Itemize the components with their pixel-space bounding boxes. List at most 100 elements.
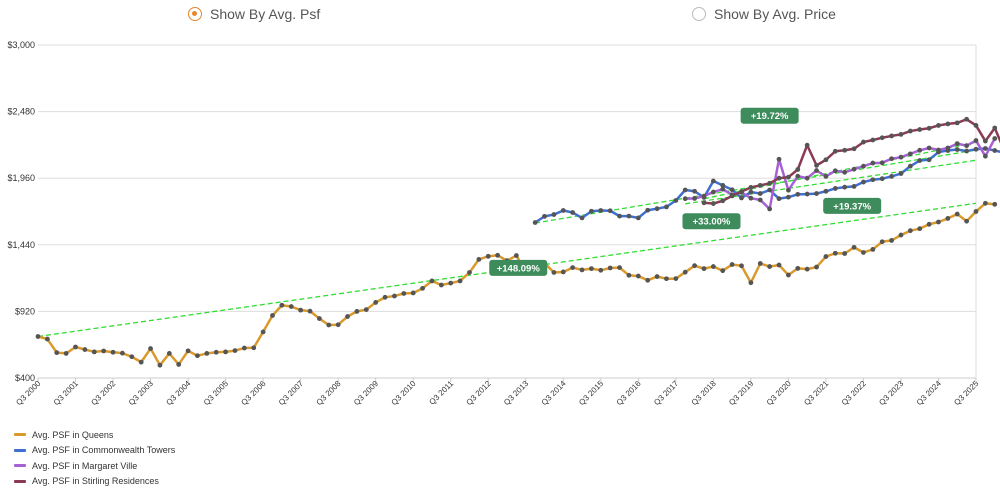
data-point bbox=[917, 158, 923, 163]
data-point bbox=[598, 267, 604, 273]
x-tick-label: Q3 2003 bbox=[127, 379, 155, 407]
data-point bbox=[973, 123, 979, 128]
data-point bbox=[579, 215, 585, 221]
legend-item[interactable]: Avg. PSF in Stirling Residences bbox=[14, 474, 175, 490]
data-point bbox=[307, 308, 313, 314]
data-point bbox=[823, 254, 829, 259]
x-tick-label: Q3 2002 bbox=[89, 379, 117, 407]
data-point bbox=[898, 154, 904, 160]
data-point bbox=[748, 185, 754, 190]
data-point bbox=[626, 272, 632, 278]
data-point bbox=[617, 213, 622, 219]
x-tick-label: Q3 2014 bbox=[540, 379, 568, 407]
data-point bbox=[814, 191, 819, 196]
data-point bbox=[382, 294, 388, 300]
data-point bbox=[710, 189, 716, 195]
show-by-price-option[interactable]: Show By Avg. Price bbox=[692, 6, 836, 22]
data-point bbox=[795, 265, 801, 271]
data-point bbox=[654, 206, 660, 212]
data-point bbox=[692, 263, 697, 269]
data-point bbox=[729, 262, 735, 267]
data-point bbox=[363, 307, 369, 313]
annotation-box bbox=[823, 197, 882, 214]
data-point bbox=[317, 316, 322, 321]
data-point bbox=[326, 322, 332, 328]
show-by-psf-option[interactable]: Show By Avg. Psf bbox=[188, 6, 320, 22]
data-point bbox=[270, 313, 275, 318]
data-point bbox=[842, 147, 848, 153]
annotation-label: +33.00% bbox=[693, 217, 731, 228]
annotation-badge: +19.37% bbox=[823, 197, 882, 214]
annotation-box bbox=[489, 259, 548, 276]
data-point bbox=[767, 264, 773, 269]
data-point bbox=[420, 285, 425, 291]
data-point bbox=[804, 266, 810, 272]
chart-legend: Avg. PSF in Queens Avg. PSF in Commonweal… bbox=[14, 427, 175, 489]
data-point bbox=[917, 226, 923, 232]
data-point bbox=[964, 148, 970, 154]
data-point bbox=[992, 148, 998, 153]
legend-item[interactable]: Avg. PSF in Queens bbox=[14, 427, 175, 443]
x-tick-label: Q3 2013 bbox=[502, 379, 530, 407]
data-point bbox=[748, 195, 754, 201]
data-point bbox=[823, 157, 829, 163]
data-point bbox=[786, 174, 791, 180]
legend-swatch bbox=[14, 479, 26, 483]
data-point bbox=[82, 347, 88, 352]
data-point bbox=[870, 177, 876, 183]
data-point bbox=[936, 219, 941, 225]
data-point bbox=[739, 189, 744, 194]
data-point bbox=[645, 277, 651, 283]
x-tick-label: Q3 2015 bbox=[577, 379, 605, 407]
data-point bbox=[767, 206, 773, 212]
x-tick-label: Q3 2018 bbox=[690, 379, 718, 407]
data-point bbox=[823, 174, 829, 179]
data-point bbox=[776, 262, 782, 268]
data-point bbox=[570, 210, 576, 215]
data-point bbox=[964, 116, 970, 122]
data-point bbox=[607, 208, 613, 214]
data-point bbox=[166, 351, 172, 356]
x-tick-label: Q3 2010 bbox=[390, 379, 418, 407]
data-point bbox=[936, 123, 941, 128]
y-tick-label: $3,000 bbox=[7, 40, 35, 50]
legend-item[interactable]: Avg. PSF in Margaret Ville bbox=[14, 458, 175, 474]
data-point bbox=[973, 146, 979, 152]
data-point bbox=[195, 353, 200, 359]
x-tick-label: Q3 2004 bbox=[164, 379, 192, 407]
data-point bbox=[954, 120, 960, 126]
data-point bbox=[786, 194, 791, 200]
data-point bbox=[973, 138, 979, 143]
data-point bbox=[776, 196, 782, 202]
data-point bbox=[110, 349, 116, 355]
data-point bbox=[101, 348, 107, 354]
data-point bbox=[664, 204, 669, 210]
data-point bbox=[720, 198, 726, 204]
data-point bbox=[861, 163, 866, 169]
data-point bbox=[945, 216, 951, 221]
data-point bbox=[832, 186, 838, 191]
data-point bbox=[513, 253, 519, 258]
radio-unselected-icon[interactable] bbox=[692, 7, 706, 21]
data-point bbox=[973, 209, 979, 214]
data-point bbox=[335, 322, 341, 328]
data-point bbox=[851, 166, 857, 172]
data-point bbox=[617, 265, 622, 270]
radio-selected-icon[interactable] bbox=[188, 7, 202, 21]
data-point bbox=[241, 345, 247, 351]
data-point bbox=[870, 160, 876, 166]
legend-item[interactable]: Avg. PSF in Commonwealth Towers bbox=[14, 443, 175, 459]
series-line-4 bbox=[703, 118, 1000, 205]
annotation-badge: +19.72% bbox=[740, 107, 799, 124]
data-point bbox=[907, 163, 913, 169]
x-tick-label: Q3 2012 bbox=[465, 379, 493, 407]
data-point bbox=[786, 272, 791, 278]
x-tick-label: Q3 2001 bbox=[52, 379, 80, 407]
data-point bbox=[570, 265, 576, 270]
x-tick-label: Q3 2009 bbox=[352, 379, 380, 407]
data-point bbox=[710, 178, 716, 184]
series-line-1 bbox=[37, 202, 995, 367]
legend-label: Avg. PSF in Commonwealth Towers bbox=[32, 445, 176, 456]
data-point bbox=[879, 135, 885, 141]
data-point bbox=[992, 201, 998, 207]
